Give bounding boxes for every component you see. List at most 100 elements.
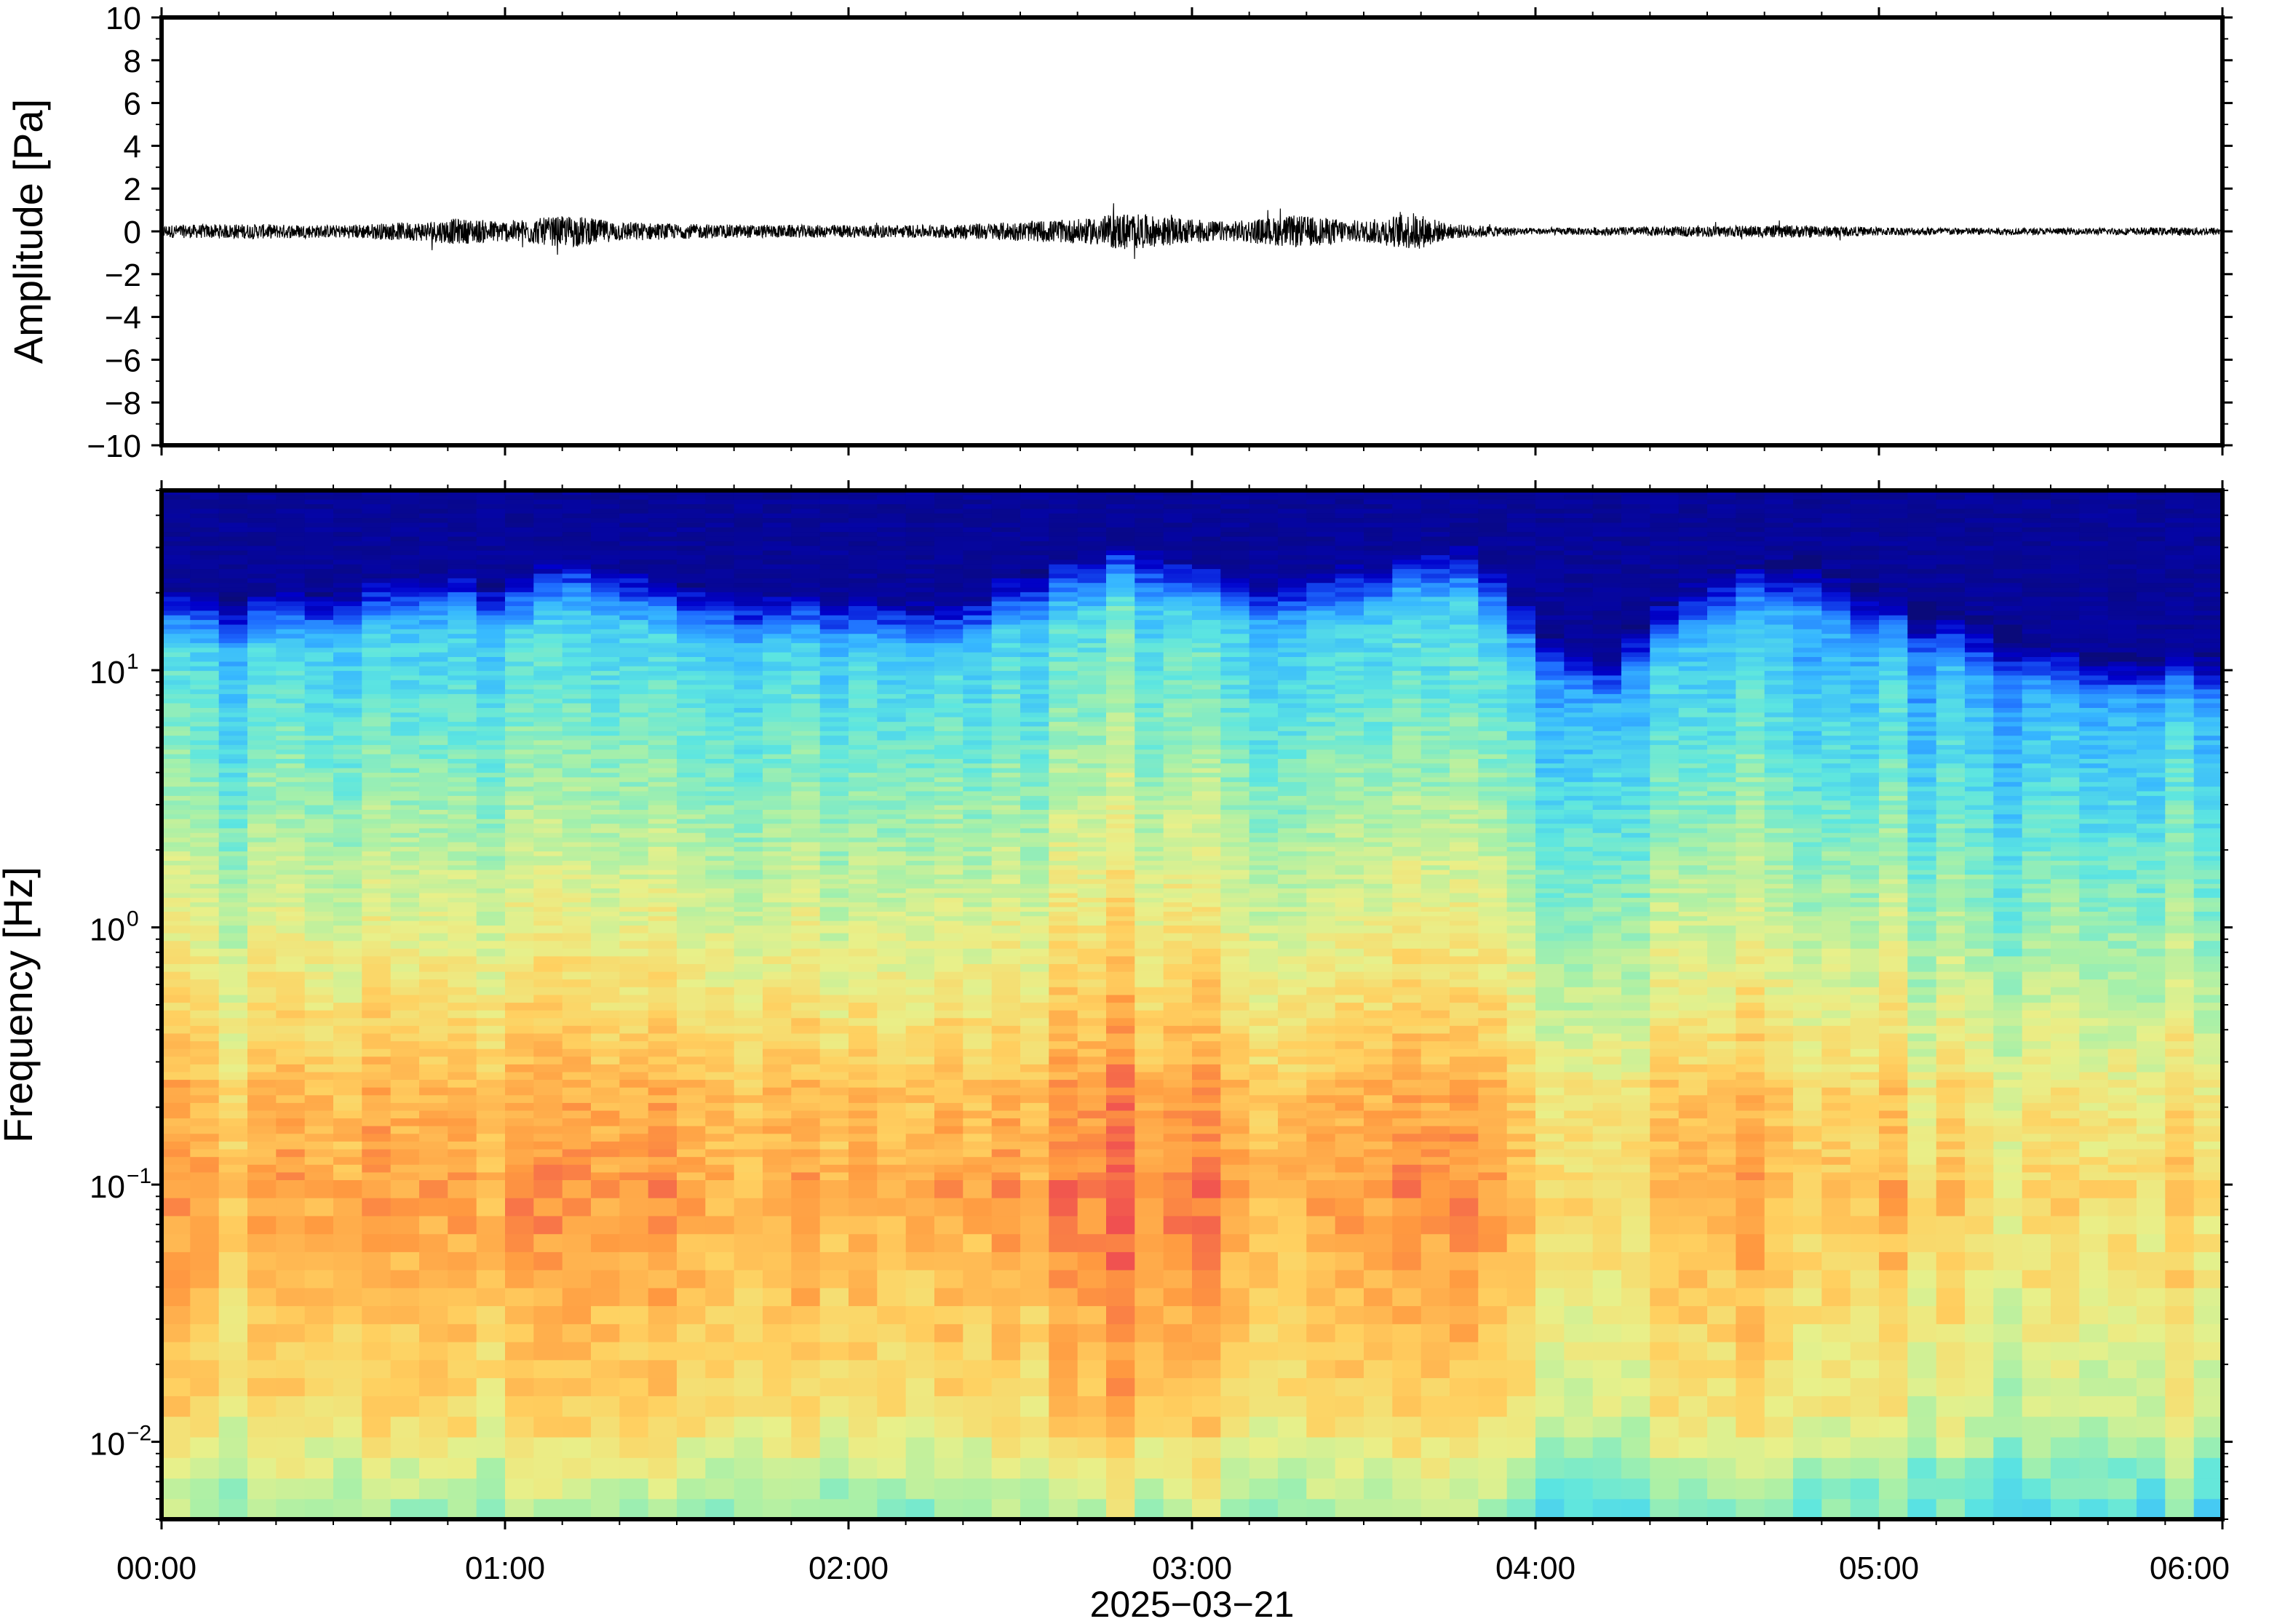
spectrogram-cell bbox=[1020, 1377, 1049, 1396]
spectrogram-cell bbox=[791, 499, 821, 504]
spectrogram-cell bbox=[849, 688, 878, 694]
spectrogram-cell bbox=[362, 860, 392, 866]
spectrogram-cell bbox=[905, 1215, 935, 1235]
spectrogram-cell bbox=[819, 550, 849, 555]
spectrogram-cell bbox=[304, 503, 334, 509]
spectrogram-cell bbox=[591, 1396, 620, 1417]
spectrogram-cell bbox=[619, 776, 649, 782]
spectrogram-cell bbox=[276, 717, 306, 723]
spectrogram-cell bbox=[333, 1305, 362, 1324]
spectrogram-cell bbox=[591, 979, 620, 987]
spectrogram-cell bbox=[190, 827, 220, 833]
spectrogram-cell bbox=[934, 772, 963, 778]
spectrogram-cell bbox=[849, 878, 878, 884]
spectrogram-cell bbox=[791, 652, 821, 657]
spectrogram-cell bbox=[734, 795, 763, 801]
spectrogram-cell bbox=[819, 832, 849, 838]
spectrogram-cell bbox=[562, 1171, 592, 1180]
spectrogram-cell bbox=[1020, 805, 1049, 810]
spectrogram-cell bbox=[476, 1079, 506, 1088]
spectrogram-cell bbox=[419, 1457, 448, 1479]
spectrogram-cell bbox=[562, 735, 592, 741]
spectrogram-cell bbox=[533, 846, 563, 852]
spectrogram-cell bbox=[619, 503, 649, 509]
spectrogram-cell bbox=[333, 837, 362, 843]
spectrogram-cell bbox=[648, 517, 677, 523]
spectrogram-cell bbox=[734, 642, 763, 648]
spectrogram-cell bbox=[247, 897, 277, 903]
spectrogram-cell bbox=[190, 851, 220, 856]
spectrogram-cell bbox=[390, 827, 420, 833]
spectrogram-cell bbox=[791, 670, 821, 676]
spectrogram-cell bbox=[763, 503, 792, 509]
spectrogram-cell bbox=[448, 869, 477, 875]
spectrogram-cell bbox=[1077, 670, 1107, 676]
spectrogram-cell bbox=[304, 851, 334, 856]
spectrogram-cell bbox=[448, 605, 477, 611]
spectrogram-cell bbox=[648, 615, 677, 621]
spectrogram-cell bbox=[905, 1251, 935, 1270]
spectrogram-cell bbox=[162, 564, 191, 570]
spectrogram-cell bbox=[877, 841, 907, 847]
spectrogram-cell bbox=[1077, 1126, 1107, 1134]
spectrogram-cell bbox=[763, 1436, 792, 1458]
spectrogram-cell bbox=[905, 805, 935, 810]
spectrogram-cell bbox=[419, 790, 448, 796]
spectrogram-cell bbox=[591, 795, 620, 801]
spectrogram-cell bbox=[1020, 1270, 1049, 1289]
spectrogram-cell bbox=[849, 809, 878, 815]
spectrogram-cell bbox=[448, 545, 477, 551]
spectrogram-cell bbox=[390, 805, 420, 810]
spectrogram-cell bbox=[247, 568, 277, 574]
spectrogram-cell bbox=[162, 513, 191, 519]
spectrogram-cell bbox=[505, 1126, 534, 1134]
spectrogram-cell bbox=[763, 1359, 792, 1379]
spectrogram-cell bbox=[849, 971, 878, 980]
spectrogram-cell bbox=[562, 1025, 592, 1034]
spectrogram-cell bbox=[791, 1198, 821, 1217]
spectrogram-cell bbox=[533, 619, 563, 625]
spectrogram-cell bbox=[448, 1416, 477, 1438]
spectrogram-cell bbox=[419, 592, 448, 597]
spectrogram-cell bbox=[934, 768, 963, 773]
spectrogram-cell bbox=[190, 637, 220, 643]
spectrogram-cell bbox=[390, 1359, 420, 1379]
spectrogram-cell bbox=[562, 832, 592, 838]
spectrogram-cell bbox=[1049, 772, 1078, 778]
spectrogram-cell bbox=[1020, 901, 1049, 907]
spectrogram-cell bbox=[419, 841, 448, 847]
spectrogram-cell bbox=[476, 1436, 506, 1458]
spectrogram-cell bbox=[791, 915, 821, 921]
spectrogram-cell bbox=[448, 490, 477, 495]
spectrogram-cell bbox=[677, 1126, 706, 1134]
spectrogram-cell bbox=[333, 564, 362, 570]
spectrogram-cell bbox=[533, 629, 563, 634]
spectrogram-cell bbox=[963, 615, 993, 621]
spectrogram-cell bbox=[677, 731, 706, 736]
spectrogram-cell bbox=[934, 987, 963, 995]
spectrogram-cell bbox=[333, 592, 362, 597]
spectrogram-cell bbox=[905, 813, 935, 819]
spectrogram-cell bbox=[190, 610, 220, 616]
spectrogram-cell bbox=[877, 897, 907, 903]
spectrogram-cell bbox=[1020, 1198, 1049, 1217]
spectrogram-cell bbox=[505, 615, 534, 621]
spectrogram-cell bbox=[934, 531, 963, 537]
spectrogram-cell bbox=[333, 1102, 362, 1111]
spectrogram-cell bbox=[390, 605, 420, 611]
spectrogram-cell bbox=[304, 790, 334, 796]
spectrogram-cell bbox=[991, 1010, 1021, 1019]
spectrogram-cell bbox=[562, 1110, 592, 1119]
spectrogram-cell bbox=[218, 731, 248, 736]
spectrogram-cell bbox=[1106, 920, 1135, 926]
spectrogram-cell bbox=[849, 619, 878, 625]
spectrogram-cell bbox=[849, 832, 878, 838]
spectrogram-cell bbox=[218, 666, 248, 672]
spectrogram-cell bbox=[619, 642, 649, 648]
spectrogram-cell bbox=[190, 656, 220, 662]
spectrogram-cell bbox=[162, 772, 191, 778]
spectrogram-cell bbox=[619, 522, 649, 528]
spectrogram-cell bbox=[162, 744, 191, 750]
spectrogram-cell bbox=[763, 578, 792, 584]
spectrogram-cell bbox=[333, 1048, 362, 1057]
